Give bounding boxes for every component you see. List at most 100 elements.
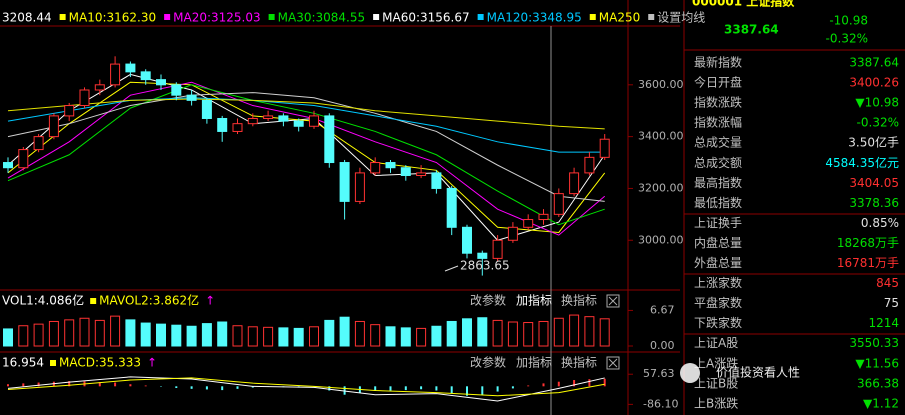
indicator-button[interactable]: 改参数 <box>470 293 506 308</box>
indicator-button[interactable]: 改参数 <box>470 355 506 370</box>
candle-body <box>569 172 580 195</box>
candle-body <box>370 162 381 174</box>
candle-body <box>3 162 13 169</box>
legend-swatch <box>59 14 66 20</box>
candle-body <box>400 167 411 176</box>
volume-bar <box>232 325 243 347</box>
legend-swatch <box>268 14 275 20</box>
volume-bar <box>599 318 610 347</box>
legend-item: MA10:3162.30 <box>69 11 157 25</box>
indicator-label: 16.954 <box>2 356 44 370</box>
candle-body <box>110 63 121 86</box>
candle-body <box>324 115 335 164</box>
volume-bar <box>201 323 212 347</box>
macd-line <box>7 376 605 402</box>
volume-bar <box>416 327 427 347</box>
candle-body <box>18 149 29 169</box>
candle-body <box>584 156 595 174</box>
candle-body <box>293 120 304 127</box>
volume-bar <box>64 319 75 347</box>
candle-body <box>385 162 396 169</box>
quote-label: 指数涨幅 <box>694 115 742 130</box>
quote-label: 最高指数 <box>694 175 742 190</box>
legend-swatch <box>50 360 56 366</box>
volume-bar <box>431 325 442 347</box>
candle-body <box>33 136 44 151</box>
arrow: ↑ <box>147 356 157 370</box>
indicator-button[interactable]: 加指标 <box>516 293 552 308</box>
volume-bar <box>553 317 564 347</box>
quote-label: 下跌家数 <box>694 315 742 330</box>
quote-value: 3387.64 <box>849 56 899 70</box>
indicator-button[interactable]: 加指标 <box>516 355 552 370</box>
candle-body <box>477 252 488 259</box>
candle-body <box>446 187 457 228</box>
quote-value: 3400.26 <box>849 76 899 90</box>
legend-swatch <box>164 14 171 20</box>
indicator-button[interactable]: 换指标 <box>561 293 597 308</box>
legend-swatch <box>477 14 484 20</box>
y-tick-label: 0.00 <box>650 339 675 352</box>
legend-item: 设置均线 <box>657 11 705 25</box>
quote-label: 内盘总量 <box>694 235 742 250</box>
close-icon <box>608 296 618 306</box>
volume-bar <box>385 326 396 347</box>
volume-bar <box>94 319 105 347</box>
quote-value: 3404.05 <box>849 176 899 190</box>
quote-label: 上B涨跌 <box>694 395 738 410</box>
volume-bar <box>156 323 166 347</box>
y-tick-label: 3000.00 <box>638 233 684 246</box>
volume-bar <box>217 321 228 347</box>
quote-value: 0.85% <box>861 216 899 230</box>
quote-label: 上证B股 <box>694 376 738 390</box>
volume-bar <box>309 326 319 347</box>
candle-body <box>156 79 166 86</box>
candle-body <box>431 172 442 189</box>
y-tick-label: -86.10 <box>643 397 678 410</box>
indicator-button[interactable]: 换指标 <box>561 355 597 370</box>
volume-bar <box>324 319 335 347</box>
quote-label: 最低指数 <box>694 195 742 210</box>
moving-average <box>7 98 605 130</box>
quote-value: 75 <box>884 296 899 310</box>
quote-value: 3.50亿手 <box>848 135 899 150</box>
legend-item: MA60:3156.67 <box>382 11 470 25</box>
volume-bar <box>400 327 411 347</box>
candle-body <box>171 84 182 96</box>
quote-value: 3550.33 <box>849 336 899 350</box>
candle-body <box>247 117 258 125</box>
quote-label: 今日开盘 <box>694 75 742 90</box>
volume-bar <box>477 317 488 347</box>
arrow: ↑ <box>205 294 215 308</box>
legend-item: MA250 <box>599 11 640 25</box>
quote-value: 845 <box>876 276 899 290</box>
volume-bar <box>110 315 121 347</box>
candle-body <box>309 115 319 127</box>
y-tick-label: 3400.00 <box>638 130 684 143</box>
volume-bar <box>492 319 503 347</box>
close-button[interactable] <box>606 294 620 308</box>
candle-body <box>140 71 151 81</box>
volume-bar <box>507 321 518 347</box>
quote-label: 上涨家数 <box>694 275 742 290</box>
legend-swatch <box>373 14 380 20</box>
volume-bar <box>584 316 595 347</box>
close-button[interactable] <box>606 356 620 370</box>
watermark: 价值投资看人性 <box>716 365 800 380</box>
low-annotation: 2863.65 <box>460 259 510 273</box>
volume-bar <box>171 324 182 347</box>
candle-body <box>201 99 212 119</box>
y-tick-label: 3600.00 <box>638 78 684 91</box>
volume-bar <box>140 322 151 347</box>
quote-value: 18268万手 <box>837 236 899 250</box>
indicator-label: MACD:35.333 <box>59 356 141 370</box>
quote-label: 上证A股 <box>694 336 738 350</box>
quote-value: ▼10.98 <box>855 96 899 110</box>
volume-bar <box>79 317 90 347</box>
y-tick-label: 57.63 <box>643 367 675 380</box>
indicator-label: VOL1:4.086亿 <box>2 293 84 308</box>
candle-body <box>416 172 427 176</box>
quote-label: 指数涨跌 <box>694 95 742 110</box>
quote-label: 最新指数 <box>694 55 742 70</box>
